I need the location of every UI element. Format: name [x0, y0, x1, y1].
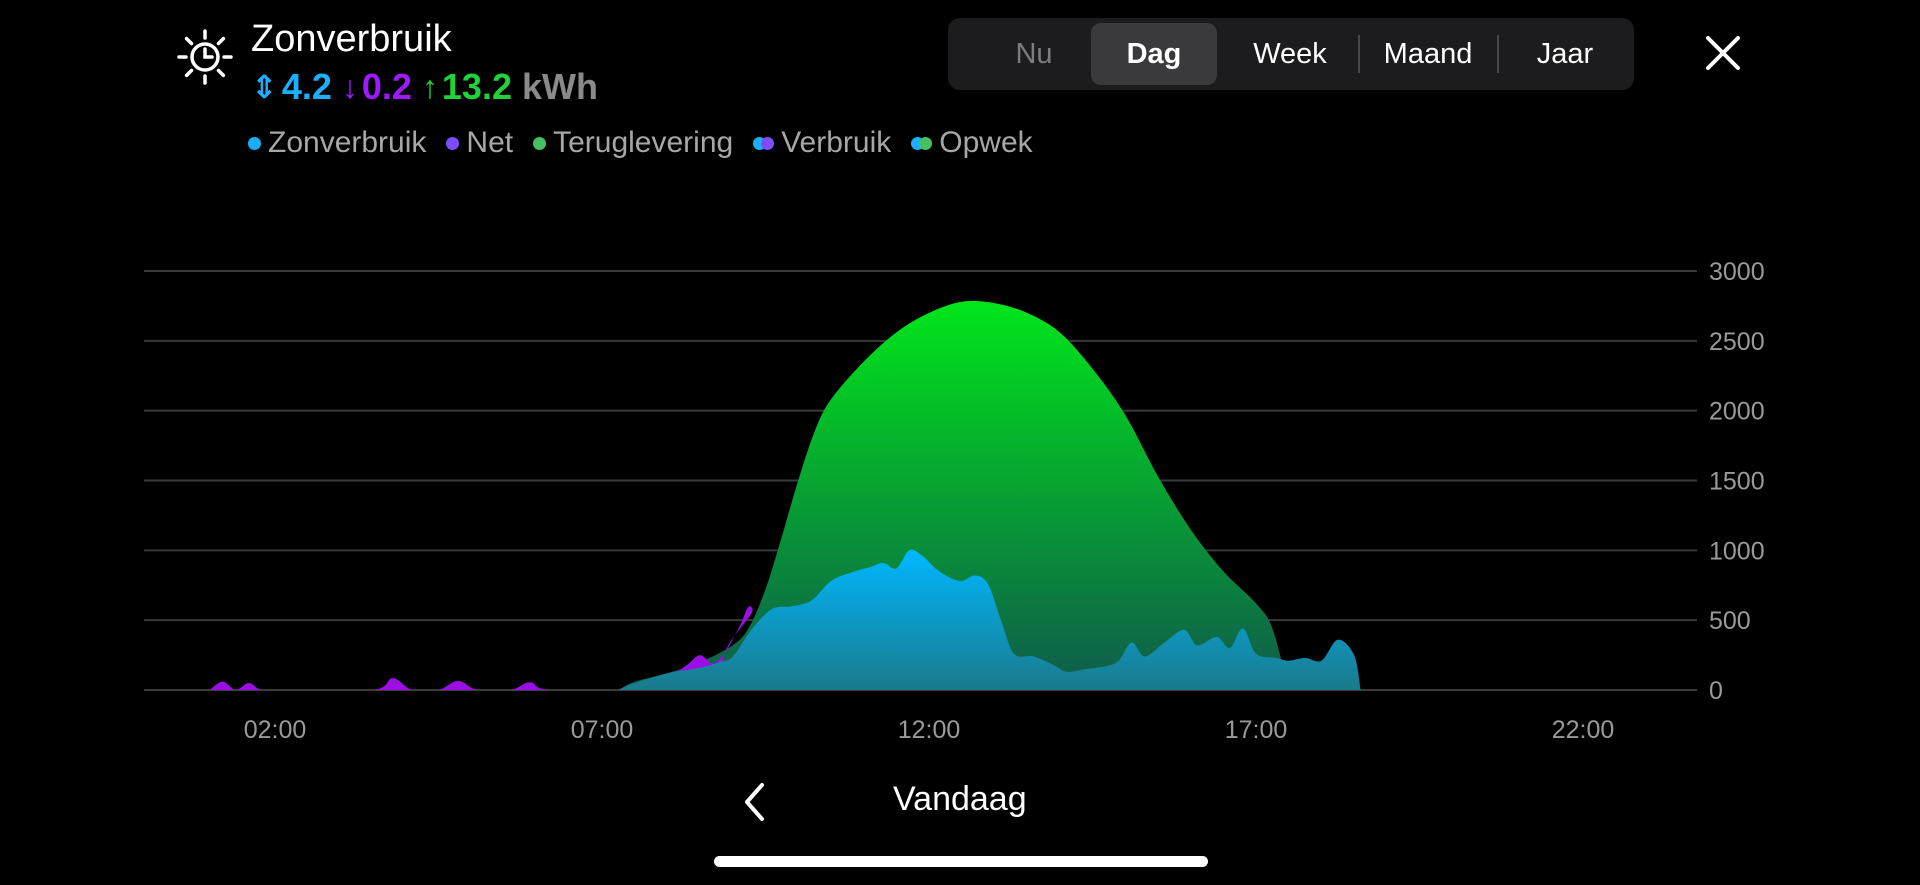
chart-legend: Zonverbruik Net Teruglevering Verbruik O… [248, 126, 1053, 160]
x-tick-label: 07:00 [571, 716, 634, 744]
tab-nu[interactable]: Nu [1015, 38, 1053, 70]
tab-divider [1358, 35, 1360, 73]
x-tick-label: 17:00 [1225, 716, 1288, 744]
tab-week[interactable]: Week [1253, 38, 1327, 70]
legend-dot [446, 136, 460, 150]
arrow-down-icon: ↓ [341, 68, 358, 105]
grid-export-stat: ↑ 13.2 [422, 66, 512, 108]
legend-label: Opwek [939, 126, 1033, 159]
date-label: Vandaag [893, 780, 1027, 818]
legend-dot-pair [753, 136, 775, 150]
arrow-up-icon: ↑ [421, 68, 438, 105]
close-icon[interactable] [1703, 33, 1743, 73]
solar-consumption-stat: ⇕ 4.2 [251, 66, 332, 108]
solar-consumption-value: 4.2 [281, 66, 332, 107]
y-tick-label: 1000 [1709, 537, 1765, 565]
legend-item-zonverbruik[interactable]: Zonverbruik [248, 126, 426, 160]
energy-stats: ⇕ 4.2 ↓ 0.2 ↑ 13.2 kWh [251, 66, 598, 108]
grid-export-value: 13.2 [441, 66, 512, 107]
legend-dot-pair [911, 136, 933, 150]
legend-label: Zonverbruik [268, 126, 427, 159]
x-tick-label: 12:00 [898, 716, 961, 744]
export-area [618, 300, 1289, 690]
home-indicator[interactable] [714, 856, 1208, 867]
period-selector: Nu Dag Week Maand Jaar [948, 18, 1634, 90]
sun-clock-icon [177, 29, 233, 85]
y-tick-label: 1500 [1709, 468, 1765, 496]
y-tick-label: 0 [1709, 677, 1723, 705]
legend-label: Teruglevering [553, 126, 734, 159]
tab-maand[interactable]: Maand [1383, 38, 1473, 70]
tab-jaar[interactable]: Jaar [1536, 38, 1594, 70]
grid-import-stat: ↓ 0.2 [342, 66, 412, 108]
y-tick-label: 3000 [1709, 258, 1765, 286]
tab-divider [1497, 35, 1499, 73]
legend-label: Verbruik [781, 126, 892, 159]
legend-item-opwek[interactable]: Opwek [911, 126, 1033, 160]
y-tick-label: 2500 [1709, 328, 1765, 356]
y-tick-label: 2000 [1709, 398, 1765, 426]
page-title: Zonverbruik [251, 18, 452, 60]
legend-item-net[interactable]: Net [446, 126, 513, 160]
y-tick-label: 500 [1709, 607, 1751, 635]
stats-unit: kWh [521, 66, 598, 107]
legend-label: Net [466, 126, 514, 159]
chevron-left-icon[interactable] [738, 780, 772, 824]
legend-dot [248, 136, 261, 150]
x-tick-label: 02:00 [244, 716, 307, 744]
up-down-chevrons-icon: ⇕ [251, 69, 278, 105]
legend-item-verbruik[interactable]: Verbruik [753, 126, 891, 160]
x-tick-label: 22:00 [1552, 716, 1615, 744]
legend-dot [533, 136, 547, 150]
energy-area-chart: 0 500 1000 1500 2000 2500 3000 02:00 07:00 12:00 1… [144, 258, 1765, 744]
tab-dag[interactable]: Dag [1091, 23, 1217, 85]
grid-import-value: 0.2 [361, 66, 412, 107]
solar-consumption-area [618, 549, 1361, 690]
legend-item-teruglevering[interactable]: Teruglevering [533, 126, 733, 160]
